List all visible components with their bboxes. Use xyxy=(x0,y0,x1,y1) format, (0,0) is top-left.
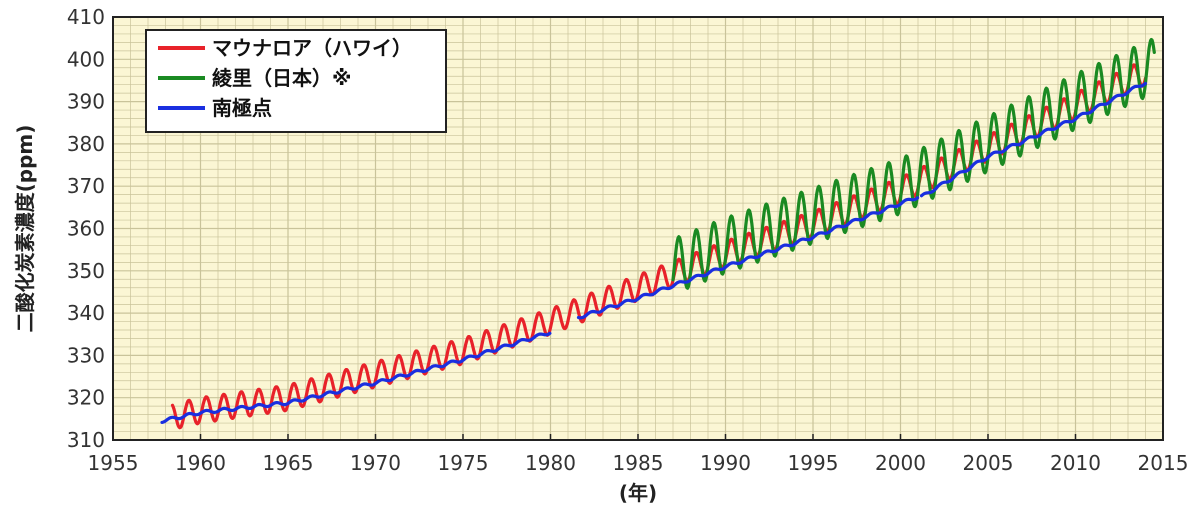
legend-item-south-pole: 南極点 xyxy=(158,96,272,120)
y-tick-label: 390 xyxy=(67,90,105,114)
y-tick-label: 350 xyxy=(67,259,105,283)
x-tick-label: 2015 xyxy=(1138,451,1189,475)
legend-label-south-pole: 南極点 xyxy=(212,96,272,120)
legend-label-ryori: 綾里（日本）※ xyxy=(212,66,351,90)
tick-labels: 1955 1960 1965 1970 1975 1980 1985 1990 1995 2000… xyxy=(67,5,1189,475)
series-line-south-pole-2 xyxy=(919,81,1147,198)
x-tick-label: 1990 xyxy=(700,451,751,475)
series-ryori xyxy=(671,37,1156,290)
x-tick-label: 1965 xyxy=(263,451,314,475)
legend-item-ryori: 綾里（日本）※ xyxy=(158,66,351,90)
y-tick-label: 340 xyxy=(67,301,105,325)
series-line-south-pole-0 xyxy=(160,331,552,424)
x-tick-label: 2000 xyxy=(875,451,926,475)
series-line-ryori-0 xyxy=(671,37,1156,290)
x-tick-label: 2010 xyxy=(1050,451,1101,475)
legend-item-mauna-loa: マウナロア（ハワイ） xyxy=(158,36,412,60)
legend-label-mauna-loa: マウナロア（ハワイ） xyxy=(212,36,412,60)
x-tick-label: 1980 xyxy=(525,451,576,475)
series-south-pole xyxy=(160,81,1147,424)
y-tick-label: 370 xyxy=(67,174,105,198)
x-tick-label: 1960 xyxy=(175,451,226,475)
x-tick-label: 1985 xyxy=(613,451,664,475)
y-axis-label: 二酸化炭素濃度(ppm) xyxy=(13,125,37,333)
legend: マウナロア（ハワイ） 綾里（日本）※ 南極点 xyxy=(145,29,447,133)
y-tick-label: 360 xyxy=(67,217,105,241)
y-tick-label: 310 xyxy=(67,428,105,452)
y-tick-label: 380 xyxy=(67,132,105,156)
y-tick-label: 410 xyxy=(67,5,105,29)
series-line-south-pole-1 xyxy=(576,196,920,320)
series-layer xyxy=(160,37,1156,430)
y-tick-label: 320 xyxy=(67,386,105,410)
x-tick-label: 1995 xyxy=(788,451,839,475)
x-tick-label: 1975 xyxy=(438,451,489,475)
x-tick-label: 1955 xyxy=(88,451,139,475)
x-axis-label: (年) xyxy=(619,481,657,505)
x-tick-label: 2005 xyxy=(963,451,1014,475)
y-tick-label: 400 xyxy=(67,47,105,71)
series-line-mauna-loa-0 xyxy=(170,311,552,430)
x-tick-label: 1970 xyxy=(350,451,401,475)
y-tick-label: 330 xyxy=(67,343,105,367)
